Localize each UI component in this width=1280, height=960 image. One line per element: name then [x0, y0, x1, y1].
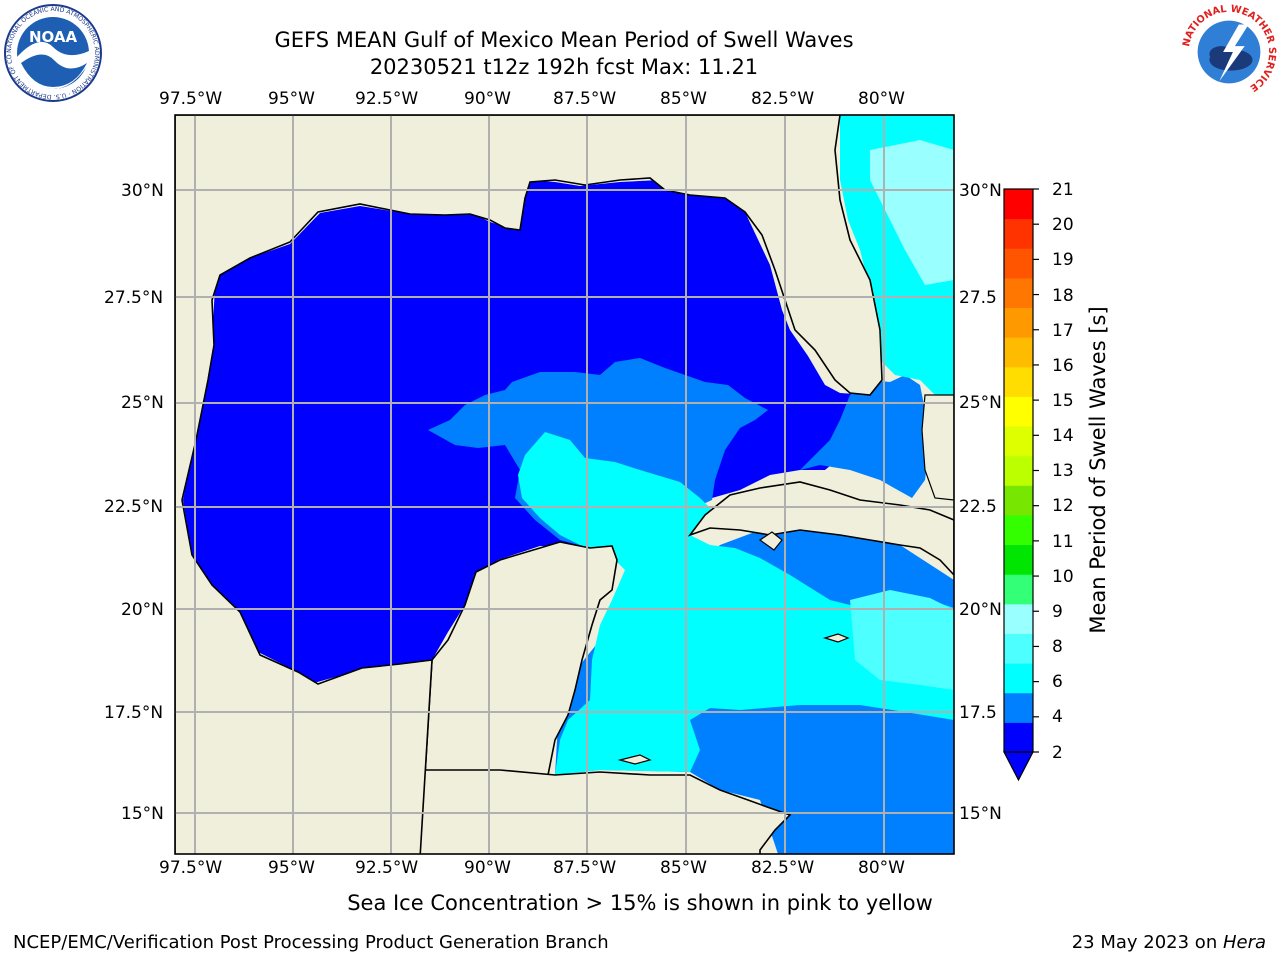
- land-cuba: [687, 481, 954, 577]
- colorbar-swatch: [1004, 337, 1033, 368]
- lon-tick-bottom-90w: 90°W: [464, 858, 511, 878]
- colorbar-tick: 12: [1052, 496, 1074, 516]
- colorbar-tick: 8: [1052, 637, 1063, 657]
- colorbar-swatch: [1004, 396, 1033, 427]
- sea-ice-note-wrap: Sea Ice Concentration > 15% is shown in …: [0, 891, 1280, 915]
- map-frame: [174, 114, 955, 855]
- colorbar-tick: 9: [1052, 602, 1063, 622]
- lon-tick-bottom-92-5w: 92.5°W: [355, 858, 419, 878]
- colorbar-swatch: [1004, 426, 1033, 457]
- land-florida-keys-bahamas: [921, 394, 954, 501]
- footer-machine: Hera: [1222, 932, 1266, 953]
- figure-title: GEFS MEAN Gulf of Mexico Mean Period of …: [274, 28, 854, 52]
- lat-tick-left-25n: 25°N: [121, 393, 164, 413]
- lat-tick-right-17-5: 17.5: [959, 703, 997, 723]
- swell-8-9s-atlantic: [870, 140, 954, 285]
- footer-date: 23 May 2023 on: [1071, 932, 1223, 953]
- colorbar-swatch: [1004, 366, 1033, 397]
- noaa-logo: NATIONAL OCEANIC AND ATMOSPHERIC ADMINIS…: [3, 3, 102, 102]
- lon-tick-bottom-80w: 80°W: [858, 858, 905, 878]
- lat-tick-left-20n: 20°N: [121, 600, 164, 620]
- colorbar-swatch: [1004, 189, 1033, 220]
- lat-tick-right-30n: 30°N: [959, 181, 1002, 201]
- colorbar: [1003, 188, 1039, 782]
- colorbar-swatch: [1004, 514, 1033, 546]
- colorbar-swatch: [1004, 218, 1033, 249]
- colorbar-label: Mean Period of Swell Waves [s]: [1086, 306, 1110, 634]
- lat-tick-left-22-5n: 22.5°N: [104, 497, 164, 517]
- colorbar-swatch: [1004, 692, 1033, 723]
- swell-4-6s-east: [800, 375, 930, 498]
- colorbar-swatch: [1004, 277, 1033, 309]
- land-mexico-gulf-coast: [175, 115, 883, 854]
- map-gridlines: [175, 115, 954, 854]
- lon-tick-top-85w: 85°W: [660, 89, 707, 109]
- lon-tick-bottom-85w: 85°W: [660, 858, 707, 878]
- swell-8-9s-caribbean: [850, 590, 954, 690]
- colorbar-tick: 13: [1052, 461, 1074, 481]
- lon-tick-top-92-5w: 92.5°W: [355, 89, 419, 109]
- lat-tick-right-15n: 15°N: [959, 804, 1002, 824]
- colorbar-tick: 18: [1052, 286, 1074, 306]
- lon-tick-bottom-97-5w: 97.5°W: [159, 858, 223, 878]
- colorbar-tick: 2: [1052, 743, 1063, 763]
- lat-tick-left-17-5n: 17.5°N: [104, 703, 164, 723]
- figure-subtitle: 20230521 t12z 192h fcst Max: 11.21: [369, 55, 759, 79]
- lat-tick-right-25n: 25°N: [959, 393, 1002, 413]
- map-area: [175, 115, 954, 854]
- colorbar-swatch: [1004, 603, 1033, 634]
- lat-tick-right-27-5: 27.5: [959, 288, 997, 308]
- sea-ice-note: Sea Ice Concentration > 15% is shown in …: [347, 891, 933, 915]
- lat-tick-left-30n: 30°N: [121, 181, 164, 201]
- colorbar-swatch: [1004, 307, 1033, 338]
- lon-tick-top-97-5w: 97.5°W: [159, 89, 223, 109]
- colorbar-tick: 10: [1052, 567, 1074, 587]
- colorbar-tick: 6: [1052, 672, 1063, 692]
- lon-tick-top-90w: 90°W: [464, 89, 511, 109]
- nws-logo: NATIONAL WEATHER SERVICE: [1181, 4, 1277, 100]
- colorbar-tick: 15: [1052, 391, 1074, 411]
- colorbar-tick: 4: [1052, 707, 1063, 727]
- colorbar-swatch: [1004, 455, 1033, 486]
- colorbar-tick: 21: [1052, 180, 1074, 200]
- lon-tick-bottom-95w: 95°W: [268, 858, 315, 878]
- colorbar-tick: 11: [1052, 532, 1074, 552]
- colorbar-swatch: [1004, 633, 1033, 664]
- lat-tick-left-27-5n: 27.5°N: [104, 288, 164, 308]
- colorbar-swatch: [1004, 663, 1033, 694]
- land-isla-juventud: [758, 531, 783, 551]
- lon-tick-top-82-5w: 82.5°W: [751, 89, 815, 109]
- colorbar-tick: 17: [1052, 321, 1074, 341]
- swell-6-8s-caribbean: [518, 432, 954, 775]
- colorbar-swatch: [1004, 722, 1033, 753]
- colorbar-extend-min-triangle: [1003, 751, 1034, 782]
- land-jamaica: [822, 633, 850, 643]
- colorbar-tick: 16: [1052, 356, 1074, 376]
- lat-tick-left-15n: 15°N: [121, 804, 164, 824]
- colorbar-tick: 19: [1052, 250, 1074, 270]
- lon-tick-top-87-5w: 87.5°W: [553, 89, 617, 109]
- footer-date-wrap: 23 May 2023 on Hera: [1072, 932, 1266, 953]
- colorbar-swatch: [1004, 485, 1033, 516]
- land-honduras-bay-islands: [617, 754, 652, 765]
- noaa-logo-text: NOAA: [29, 28, 78, 46]
- lon-tick-top-95w: 95°W: [268, 89, 315, 109]
- lat-tick-right-22-5: 22.5: [959, 497, 997, 517]
- lon-tick-bottom-82-5w: 82.5°W: [751, 858, 815, 878]
- colorbar-swatch: [1004, 248, 1033, 279]
- lat-tick-right-20n: 20°N: [959, 600, 1002, 620]
- lon-tick-bottom-87-5w: 87.5°W: [553, 858, 617, 878]
- colorbar-tick: 20: [1052, 215, 1074, 235]
- lon-tick-top-80w: 80°W: [858, 89, 905, 109]
- footer-org: NCEP/EMC/Verification Post Processing Pr…: [13, 932, 609, 953]
- colorbar-swatch: [1004, 574, 1033, 605]
- colorbar-swatch: [1004, 544, 1033, 575]
- colorbar-tick: 14: [1052, 426, 1074, 446]
